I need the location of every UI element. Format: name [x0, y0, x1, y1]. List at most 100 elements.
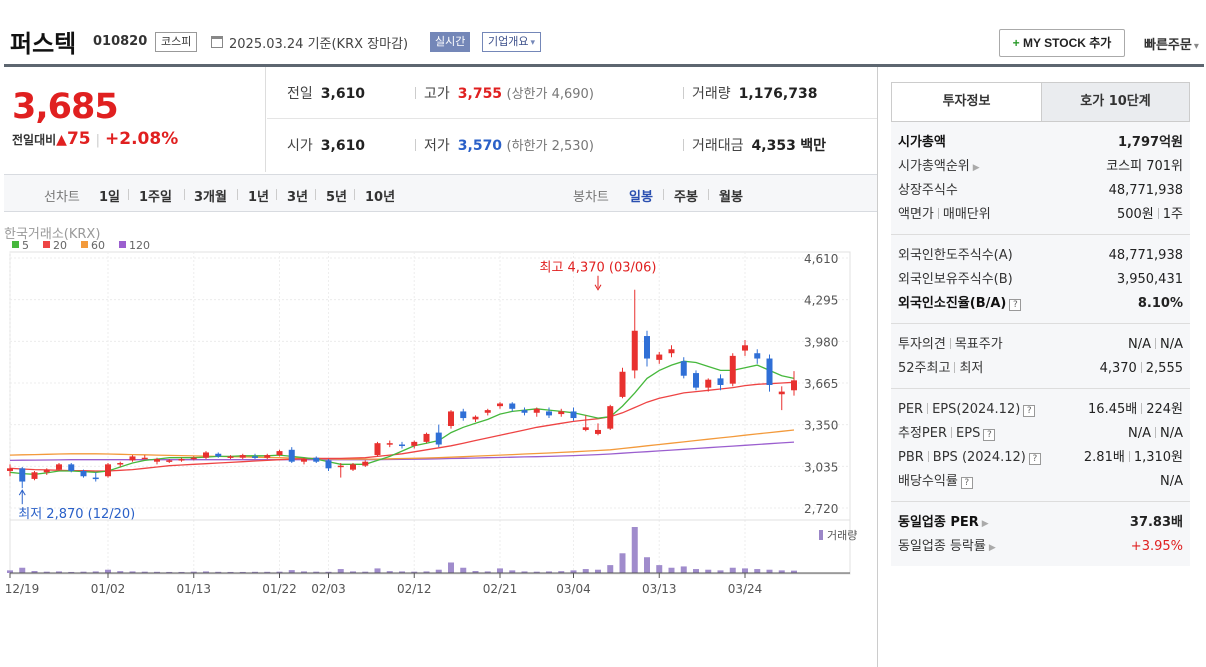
period-3m[interactable]: 3개월: [194, 190, 227, 205]
trade-amount: 거래대금 4,353 백만: [683, 135, 826, 155]
period-1y[interactable]: 1년: [248, 190, 270, 205]
day-low: 저가 3,570 (하한가 2,530): [415, 135, 594, 155]
period-3y[interactable]: 3년: [287, 190, 309, 205]
candle-body: [386, 443, 393, 445]
calendar-icon: [211, 36, 223, 48]
candle-body: [129, 456, 136, 461]
x-tick-label: 02/21: [483, 582, 518, 596]
chevron-right-icon: ▶: [981, 519, 989, 529]
high-value: 3,755: [457, 86, 503, 102]
candle-daily[interactable]: 일봉: [629, 190, 653, 205]
open-price: 시가 3,610: [287, 135, 365, 155]
period-1w[interactable]: 1주일: [139, 190, 172, 205]
corp-info-label: 기업개요: [488, 35, 529, 48]
quick-order-button[interactable]: 빠른주문: [1144, 34, 1199, 53]
volume-bar: [252, 571, 258, 573]
volume-bar: [227, 571, 234, 573]
ma-line-ma120: [9, 441, 795, 462]
price-change: 전일대비▲75 | +2.08%: [12, 129, 178, 149]
open-value: 3,610: [320, 138, 366, 154]
help-icon[interactable]: ?: [983, 429, 996, 441]
volume-bar: [203, 571, 209, 573]
volume-bar: [105, 569, 111, 573]
min-arrowhead: [18, 489, 26, 496]
volume-bar: [656, 565, 663, 573]
candle-monthly[interactable]: 월봉: [719, 190, 743, 205]
base-date: 2025.03.24 기준(KRX 장마감): [229, 37, 409, 52]
ma-line-ma5: [9, 360, 795, 475]
volume-bar: [19, 567, 26, 573]
header-divider: [4, 64, 1204, 67]
candle-body: [215, 453, 222, 457]
corp-info-dropdown[interactable]: 기업개요 ▾: [482, 32, 542, 52]
candle-body: [472, 416, 479, 420]
candle-body: [288, 449, 295, 462]
price-chart[interactable]: 한국거래소(KRX) 5 20 60 120 4,610 4,295 3,980 3,665…: [4, 212, 877, 667]
candle-body: [7, 468, 13, 471]
info-group-market: 시가총액 1,797억원 시가총액순위 ▶ 코스피 701위 상장주식수 48,771,…: [891, 122, 1190, 235]
cap-rank-row[interactable]: 시가총액순위 ▶ 코스피 701위: [898, 159, 1183, 174]
candle-body: [178, 459, 185, 461]
help-icon[interactable]: ?: [1023, 405, 1036, 417]
candle-body: [203, 452, 209, 458]
per-row: PER EPS(2024.12)? 16.45배 224원: [898, 402, 1183, 417]
x-tick-label: 02/03: [311, 582, 346, 596]
chart-source: 한국거래소(KRX): [4, 227, 100, 242]
candle-body: [631, 330, 638, 371]
period-5y[interactable]: 5년: [326, 190, 348, 205]
sector-rate-row[interactable]: 동일업종 등락률 ▶ +3.95%: [898, 539, 1183, 554]
market-cap-row: 시가총액 1,797억원: [898, 135, 1183, 150]
volume-bar: [460, 567, 467, 573]
candle-body: [362, 461, 369, 466]
volume-bar: [386, 571, 393, 573]
volume-bar: [595, 569, 601, 573]
volume-bar: [631, 527, 638, 573]
quote-row-1: 전일 3,610 고가 3,755 (상한가 4,690) 거래량 1,176,738: [267, 67, 877, 119]
y-tick-label: 2,720: [804, 502, 838, 516]
candle-body: [117, 463, 124, 465]
volume-bar: [484, 571, 491, 573]
period-10y[interactable]: 10년: [365, 190, 396, 205]
period-1d[interactable]: 1일: [99, 190, 121, 205]
info-tabs: 투자정보 호가 10단계: [891, 82, 1190, 122]
volume-bar: [288, 570, 295, 573]
tab-orderbook[interactable]: 호가 10단계: [1041, 83, 1189, 121]
help-icon[interactable]: ?: [1028, 453, 1041, 465]
stock-header: 퍼스텍 010820 코스피 2025.03.24 기준(KRX 장마감) 실시…: [0, 0, 1206, 64]
candle-body: [374, 443, 381, 456]
low-value: 3,570: [457, 138, 503, 154]
x-tick-label: 01/02: [91, 582, 126, 596]
candle-body: [56, 464, 62, 470]
y-axis-labels: 4,610 4,295 3,980 3,665 3,350 3,035 2,720: [804, 252, 838, 516]
legend-label-60: 60: [91, 239, 105, 252]
candle-body: [656, 354, 663, 360]
help-icon[interactable]: ?: [960, 477, 973, 489]
volume-bar: [435, 569, 442, 573]
amount-value: 4,353: [751, 138, 796, 154]
candle-weekly[interactable]: 주봉: [674, 190, 698, 205]
my-stock-add-button[interactable]: + MY STOCK 추가: [999, 29, 1125, 57]
volume-bar: [7, 570, 13, 573]
candle-body: [80, 470, 87, 477]
stock-code: 010820: [93, 34, 148, 49]
volume-bar: [619, 553, 626, 573]
candles: [7, 289, 797, 489]
volume-bar: [742, 568, 748, 573]
volume-bar: [570, 570, 577, 573]
candle-body: [717, 378, 724, 385]
x-tick-label: 02/12: [397, 582, 432, 596]
candle-body: [43, 469, 50, 473]
shares-row: 상장주식수 48,771,938: [898, 183, 1183, 198]
my-stock-add-label: MY STOCK 추가: [1023, 36, 1112, 50]
chart-svg[interactable]: 한국거래소(KRX) 5 20 60 120 4,610 4,295 3,980 3,665…: [4, 212, 877, 667]
tab-investment-info[interactable]: 투자정보: [892, 83, 1041, 121]
realtime-button[interactable]: 실시간: [430, 32, 471, 52]
volume-legend-swatch: [819, 530, 823, 540]
info-group-foreign: 외국인한도주식수(A) 48,771,938 외국인보유주식수(B) 3,950,4…: [891, 235, 1190, 324]
help-icon[interactable]: ?: [1009, 299, 1022, 311]
volume-bar: [791, 570, 797, 573]
candle-body: [460, 411, 467, 419]
sector-per-row[interactable]: 동일업종 PER ▶ 37.83배: [898, 515, 1183, 530]
candle-body: [166, 460, 173, 462]
candle-body: [141, 457, 148, 460]
